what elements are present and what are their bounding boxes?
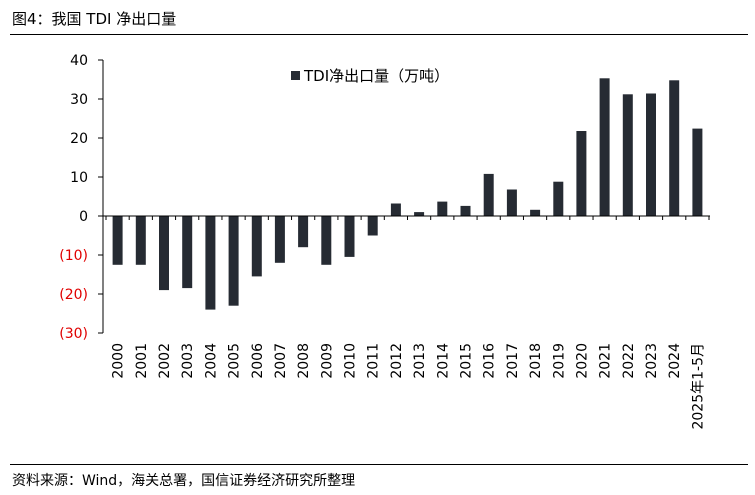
- legend-label: TDI净出口量（万吨）: [303, 67, 449, 85]
- y-tick-label: 0: [79, 209, 88, 225]
- y-tick-label: 20: [70, 131, 88, 147]
- x-tick-label: 2011: [366, 343, 382, 379]
- bar-2018: [530, 209, 541, 216]
- bar-2019: [553, 181, 564, 216]
- x-tick-label: 2010: [343, 343, 359, 379]
- bar-2011: [367, 216, 378, 236]
- x-tick-label: 2001: [134, 343, 150, 379]
- bar-2017: [506, 189, 517, 216]
- x-tick-label: 2007: [273, 343, 289, 379]
- bar-2023: [646, 93, 656, 216]
- bar-2001: [135, 216, 146, 265]
- x-axis: 2000 2001 2002 2003 2004 2005 2006 2007 2008 2009…: [103, 215, 710, 430]
- x-tick-label: 2021: [598, 343, 614, 379]
- x-tick-label: 2003: [180, 343, 196, 379]
- legend-swatch: [291, 71, 300, 80]
- x-tick-label: 2015: [458, 343, 474, 379]
- bar-2021: [599, 78, 610, 216]
- bar-2005: [228, 216, 239, 306]
- x-tick-label: 2005: [227, 343, 243, 379]
- x-tick-label: 2018: [528, 343, 544, 379]
- legend: TDI净出口量（万吨）: [291, 67, 449, 85]
- x-tick-label: 2022: [621, 343, 637, 379]
- bar-2007: [274, 216, 285, 263]
- bar-2022: [622, 94, 633, 216]
- x-tick-label: 2016: [482, 343, 498, 379]
- bar-2015: [460, 205, 471, 216]
- bar-2003: [182, 216, 193, 289]
- x-tick-label: 2008: [296, 343, 312, 379]
- y-tick-label: 10: [70, 170, 88, 186]
- x-tick-label: 2009: [319, 343, 335, 379]
- y-tick-label: 30: [70, 92, 88, 108]
- x-tick-label: 2025年1-5月: [690, 343, 706, 430]
- bar-2009: [321, 216, 332, 265]
- y-axis: 40 30 20 10 0 (10) (20) (30): [59, 53, 104, 342]
- bar-2010: [344, 216, 355, 257]
- bar-2025年1-5月: [692, 128, 703, 216]
- top-rule: [10, 34, 748, 35]
- y-tick-label: 40: [70, 53, 88, 69]
- source-note: 资料来源：Wind，海关总署，国信证券经济研究所整理: [12, 473, 356, 489]
- bar-2002: [159, 216, 169, 291]
- bar-2000: [112, 216, 123, 265]
- bar-2024: [669, 80, 680, 216]
- bar-2013: [414, 212, 425, 216]
- y-tick-label: (30): [59, 326, 88, 342]
- bar-2004: [205, 216, 216, 310]
- bar-2016: [483, 173, 494, 216]
- figure-title: 图4：我国 TDI 净出口量: [12, 10, 177, 28]
- bar-2012: [390, 203, 401, 216]
- bar-2006: [251, 216, 262, 277]
- x-tick-label: 2006: [250, 343, 266, 379]
- x-tick-label: 2017: [505, 343, 521, 379]
- x-tick-label: 2014: [435, 343, 451, 379]
- y-tick-label: (10): [59, 248, 88, 264]
- y-tick-label: (20): [59, 287, 88, 303]
- bar-2014: [437, 201, 448, 216]
- x-tick-label: 2023: [644, 343, 660, 379]
- bottom-rule: [10, 464, 748, 465]
- x-tick-label: 2000: [111, 343, 127, 379]
- x-tick-label: 2020: [574, 343, 590, 379]
- x-tick-label: 2019: [551, 343, 567, 379]
- x-tick-label: 2024: [667, 343, 683, 379]
- x-tick-label: 2004: [203, 343, 219, 379]
- bar-2008: [298, 216, 309, 248]
- bar-2020: [576, 131, 587, 216]
- x-tick-label: 2002: [157, 343, 173, 379]
- x-tick-label: 2012: [389, 343, 405, 379]
- bars-group: [112, 78, 703, 310]
- x-tick-label: 2013: [412, 343, 428, 379]
